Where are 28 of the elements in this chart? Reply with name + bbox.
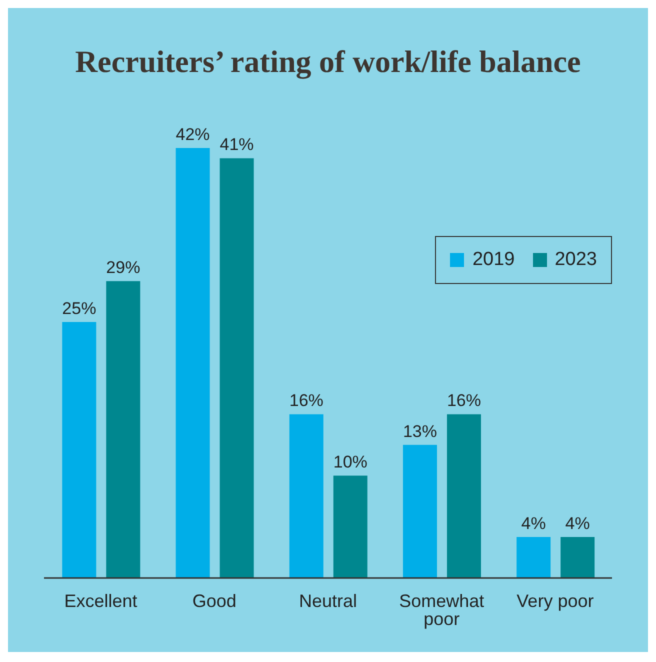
legend-label: 2023 [554, 249, 597, 271]
data-label: 42% [176, 125, 210, 144]
data-label: 13% [402, 422, 437, 441]
x-tick-label: Somewhat poor [399, 590, 484, 629]
bar [560, 537, 595, 578]
chart-title: Recruiters’ rating of work/life balance [74, 43, 582, 80]
data-label: 16% [446, 391, 481, 410]
bar [176, 148, 210, 578]
x-tick-label: Neutral [298, 590, 358, 611]
x-tick-label: Good [192, 590, 236, 611]
data-label: 4% [565, 514, 590, 534]
bar [289, 414, 324, 578]
x-tick-label: Very poor [516, 590, 594, 611]
data-label: 29% [106, 258, 140, 278]
x-tick-label: Excellent [64, 590, 138, 611]
data-label: 16% [289, 391, 324, 410]
data-label: 4% [521, 514, 546, 534]
data-label: 41% [220, 135, 254, 154]
legend-label: 2019 [472, 249, 515, 271]
bar [62, 322, 96, 578]
data-label: 10% [333, 452, 368, 472]
bar [402, 444, 437, 578]
data-label: 25% [62, 299, 96, 318]
bar [446, 414, 481, 578]
bar [333, 476, 368, 578]
bar [220, 158, 254, 578]
bar [106, 281, 140, 578]
bar [516, 537, 551, 578]
